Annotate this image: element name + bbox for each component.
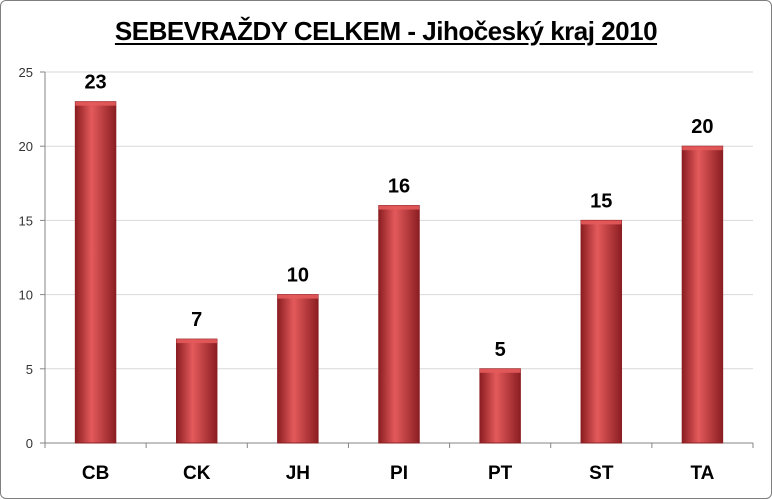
data-label-ta: 20 bbox=[691, 116, 713, 138]
bar-pt bbox=[479, 368, 521, 444]
bar-ck bbox=[175, 338, 218, 444]
data-label-pi: 16 bbox=[388, 176, 410, 198]
chart-title: SEBEVRAŽDY CELKEM - Jihočeský kraj 2010 bbox=[114, 16, 658, 46]
category-label-pt: PT bbox=[488, 463, 513, 484]
data-labels: 23 7 10 16 5 15 20 bbox=[84, 72, 713, 361]
bar-top-bevel bbox=[682, 146, 723, 151]
y-tick-label: 0 bbox=[26, 436, 33, 451]
bar-jh bbox=[277, 294, 319, 444]
bar-top-bevel bbox=[176, 339, 217, 344]
y-tick-label: 5 bbox=[26, 362, 33, 377]
bar-ta bbox=[681, 145, 724, 444]
data-label-ck: 7 bbox=[191, 309, 202, 331]
x-axis-labels: CB CK JH PI PT ST TA bbox=[44, 443, 754, 484]
data-label-pt: 5 bbox=[495, 339, 506, 361]
bar-cb bbox=[74, 101, 117, 444]
bars bbox=[74, 101, 724, 444]
y-tick-label: 10 bbox=[19, 288, 33, 303]
category-label-st: ST bbox=[589, 463, 614, 484]
category-label-cb: CB bbox=[82, 463, 109, 484]
bar-top-bevel bbox=[479, 368, 521, 373]
bar-st bbox=[580, 219, 623, 444]
bar-top-bevel bbox=[581, 220, 622, 225]
bar-pi bbox=[378, 205, 420, 444]
data-label-st: 15 bbox=[590, 190, 612, 212]
data-label-cb: 23 bbox=[84, 72, 106, 94]
category-label-pi: PI bbox=[390, 463, 408, 484]
y-tick-label: 15 bbox=[19, 213, 33, 228]
category-label-jh: JH bbox=[286, 463, 310, 484]
y-tick-label: 25 bbox=[19, 65, 33, 80]
bar-top-bevel bbox=[277, 294, 319, 299]
bar-top-bevel bbox=[75, 101, 116, 106]
y-axis-ticks: 0 5 10 15 20 25 bbox=[19, 65, 45, 451]
data-label-jh: 10 bbox=[287, 265, 309, 287]
category-label-ta: TA bbox=[690, 463, 714, 484]
category-label-ck: CK bbox=[183, 463, 211, 484]
y-tick-label: 20 bbox=[19, 139, 33, 154]
bar-top-bevel bbox=[378, 205, 420, 210]
